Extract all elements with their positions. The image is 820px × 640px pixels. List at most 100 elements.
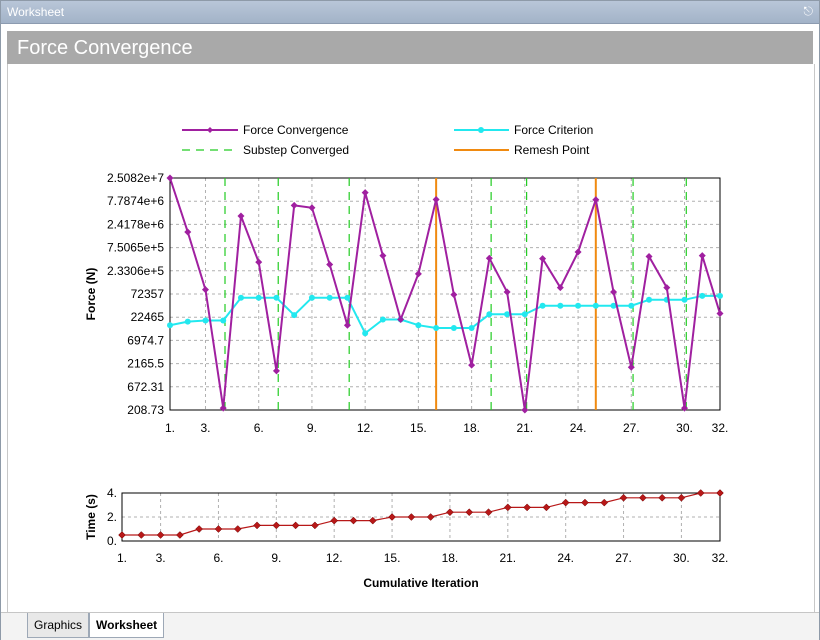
time-point xyxy=(716,489,724,497)
time-point xyxy=(581,498,589,507)
force-convergence-point xyxy=(361,189,369,197)
chart-area: Force Convergence Force Criterion Subste… xyxy=(7,64,815,613)
force-convergence-point xyxy=(574,248,582,256)
force-y-tick-label: 6974.7 xyxy=(127,333,164,347)
time-y-tick-label: 4. xyxy=(107,486,117,500)
window-titlebar: Worksheet ⎋ xyxy=(1,1,819,24)
force-criterion-point xyxy=(468,325,475,332)
force-convergence-point xyxy=(201,286,209,294)
time-x-tick-label: 6. xyxy=(213,551,223,565)
legend-label-force-criterion: Force Criterion xyxy=(514,123,593,137)
force-criterion-point xyxy=(167,322,173,329)
time-point xyxy=(311,521,319,530)
time-point xyxy=(638,493,647,502)
force-criterion-point xyxy=(681,296,688,303)
force-convergence-point xyxy=(343,321,351,329)
force-criterion-point xyxy=(557,302,564,309)
force-convergence-point xyxy=(627,363,635,371)
time-point xyxy=(349,516,358,525)
time-point xyxy=(677,493,686,502)
time-x-tick-label: 18. xyxy=(442,551,459,565)
time-y-tick-label: 2. xyxy=(107,510,117,524)
force-convergence-point xyxy=(290,201,298,209)
force-criterion-point xyxy=(273,294,280,301)
force-criterion-point xyxy=(379,316,386,323)
time-point xyxy=(600,498,609,507)
time-y-axis-label: Time (s) xyxy=(84,494,98,540)
time-y-tick-label: 0. xyxy=(107,534,117,548)
time-point xyxy=(233,525,242,533)
time-point xyxy=(426,513,435,521)
force-criterion-point xyxy=(539,302,546,309)
tab-graphics[interactable]: Graphics xyxy=(27,613,90,638)
force-x-tick-label: 24. xyxy=(570,421,587,435)
force-convergence-point xyxy=(308,204,316,212)
time-line xyxy=(122,492,720,536)
force-y-tick-label: 72357 xyxy=(131,287,165,301)
force-criterion-point xyxy=(646,296,653,303)
force-criterion-point xyxy=(362,330,369,337)
time-point xyxy=(156,531,165,539)
time-point xyxy=(658,493,666,502)
time-point xyxy=(291,521,300,530)
time-point xyxy=(561,498,570,507)
time-x-axis-label: Cumulative Iteration xyxy=(363,576,478,590)
force-convergence-point xyxy=(663,284,671,292)
force-chart: 2.5082e+7 7.7874e+6 2.4178e+6 7.5065e+5 2.33… xyxy=(84,171,728,435)
force-convergence-point xyxy=(485,254,493,262)
force-y-tick-label: 672.31 xyxy=(127,380,164,394)
force-criterion-point xyxy=(699,292,706,299)
force-y-tick-label: 208.73 xyxy=(127,403,164,417)
force-criterion-point xyxy=(592,302,599,309)
force-criterion-point xyxy=(450,325,457,332)
force-convergence-point xyxy=(681,404,689,412)
time-point xyxy=(195,525,204,533)
pin-icon[interactable]: ⎋ xyxy=(803,4,814,18)
time-x-tick-label: 12. xyxy=(326,551,343,565)
force-criterion-point xyxy=(202,317,209,324)
page-title: Force Convergence xyxy=(17,37,193,59)
force-x-tick-label: 27. xyxy=(623,421,640,435)
force-criterion-point xyxy=(220,317,227,324)
force-criterion-point xyxy=(184,318,191,325)
force-x-tick-label: 21. xyxy=(516,421,533,435)
force-convergence-point xyxy=(592,196,600,204)
force-convergence-point xyxy=(450,291,458,299)
legend-marker-force-convergence xyxy=(207,127,213,133)
force-x-tick-label: 1. xyxy=(165,421,175,435)
force-convergence-point xyxy=(716,310,724,318)
force-y-tick-label: 22465 xyxy=(131,310,165,324)
force-convergence-point xyxy=(255,258,263,266)
force-convergence-point xyxy=(645,252,653,260)
force-convergence-line xyxy=(169,177,721,411)
time-x-tick-label: 30. xyxy=(673,551,690,565)
force-x-tick-label: 12. xyxy=(357,421,374,435)
legend-label-remesh-point: Remesh Point xyxy=(514,143,590,157)
time-point xyxy=(118,531,126,539)
time-point xyxy=(330,516,339,525)
force-criterion-point xyxy=(326,294,333,301)
force-y-tick-label: 2.5082e+7 xyxy=(107,171,164,185)
force-y-axis-label: Force (N) xyxy=(84,268,98,321)
force-x-tick-label: 9. xyxy=(307,421,317,435)
time-point xyxy=(696,489,705,497)
force-convergence-point xyxy=(219,404,227,412)
time-point xyxy=(484,508,493,517)
time-point xyxy=(214,525,223,533)
tab-worksheet[interactable]: Worksheet xyxy=(89,613,165,638)
force-criterion-point xyxy=(717,292,723,299)
time-point xyxy=(503,503,512,512)
force-x-tick-label: 3. xyxy=(200,421,210,435)
force-x-tick-label: 18. xyxy=(463,421,480,435)
force-criterion-point xyxy=(575,302,582,309)
time-point xyxy=(523,503,531,512)
force-x-tick-label: 6. xyxy=(254,421,264,435)
time-x-tick-label: 1. xyxy=(117,551,127,565)
time-point xyxy=(137,531,146,539)
time-x-tick-label: 27. xyxy=(615,551,632,565)
force-convergence-point xyxy=(468,361,476,369)
force-convergence-point xyxy=(379,252,387,260)
force-convergence-point xyxy=(184,228,192,236)
time-point xyxy=(446,508,454,517)
